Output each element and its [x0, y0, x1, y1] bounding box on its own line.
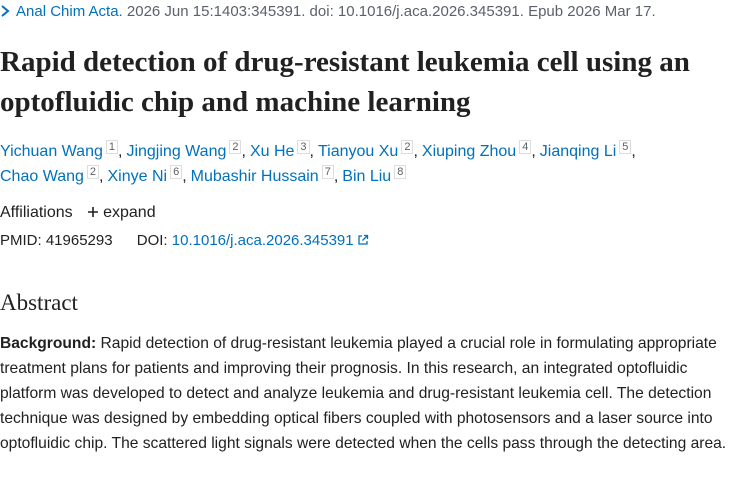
abstract-heading: Abstract — [0, 290, 78, 315]
abstract-background: Background: Rapid detection of drug-resi… — [0, 331, 745, 456]
author-separator: , — [182, 168, 187, 185]
affiliation-number[interactable]: 2 — [229, 140, 242, 154]
doi-value: 10.1016/j.aca.2026.345391 — [171, 232, 354, 249]
affiliations: Affiliations expand — [0, 204, 156, 222]
author-name[interactable]: Jianqing Li — [539, 143, 617, 160]
author-separator: , — [333, 168, 339, 185]
author-list: Yichuan Wang 1, Jingjing Wang 2, Xu He 3, Tian… — [0, 139, 640, 189]
chevron-icon — [1, 5, 10, 17]
author-separator: , — [631, 143, 636, 160]
background-text: Rapid detection of drug-resistant leukem… — [0, 335, 727, 452]
author-name[interactable]: Chao Wang — [0, 168, 84, 185]
pmid-label: PMID: — [0, 232, 42, 249]
author-name[interactable]: Xiuping Zhou — [421, 143, 517, 160]
author-name[interactable]: Xu He — [249, 143, 295, 160]
external-link-icon — [357, 234, 368, 245]
author-separator: , — [99, 168, 104, 185]
background-label: Background: — [0, 335, 97, 352]
plus-icon — [88, 207, 99, 217]
affiliation-number[interactable]: 8 — [394, 165, 407, 179]
author-separator: , — [118, 143, 123, 160]
author-name[interactable]: Bin Liu — [342, 168, 392, 185]
expand-toggle[interactable]: expand — [87, 204, 156, 221]
author-separator: , — [531, 143, 536, 160]
identifiers: PMID: 41965293 DOI: 10.1016/j.aca.2026.3… — [0, 232, 369, 249]
affiliation-number[interactable]: 5 — [619, 140, 632, 154]
affiliation-number[interactable]: 3 — [297, 140, 310, 154]
author-name[interactable]: Jingjing Wang — [126, 143, 227, 160]
journal-link[interactable]: Anal Chim Acta. — [16, 3, 123, 20]
article-title: Rapid detection of drug-resistant leukem… — [0, 46, 690, 118]
affiliations-label: Affiliations — [0, 204, 73, 221]
doi-link[interactable]: 10.1016/j.aca.2026.345391 — [172, 232, 369, 249]
author-name[interactable]: Mubashir Hussain — [190, 168, 319, 185]
author-separator: , — [241, 143, 246, 160]
author-separator: , — [413, 143, 418, 160]
citation: Anal Chim Acta. 2026 Jun 15:1403:345391.… — [0, 3, 656, 20]
affiliation-number[interactable]: 2 — [86, 165, 100, 179]
author-separator: , — [309, 143, 314, 160]
affiliation-number[interactable]: 7 — [321, 165, 334, 179]
doi-label: DOI: — [136, 232, 168, 249]
citation-details: 2026 Jun 15:1403:345391. doi: 10.1016/j.… — [126, 3, 656, 20]
affiliation-number[interactable]: 4 — [519, 140, 532, 154]
author-name[interactable]: Xinye Ni — [107, 168, 168, 185]
expand-label: expand — [103, 204, 156, 221]
affiliation-number[interactable]: 6 — [170, 165, 183, 179]
pmid-value: 41965293 — [45, 232, 113, 249]
affiliation-number[interactable]: 1 — [105, 140, 118, 154]
affiliation-number[interactable]: 2 — [401, 140, 414, 154]
author-name[interactable]: Yichuan Wang — [0, 143, 103, 160]
author-name[interactable]: Tianyou Xu — [317, 143, 399, 160]
